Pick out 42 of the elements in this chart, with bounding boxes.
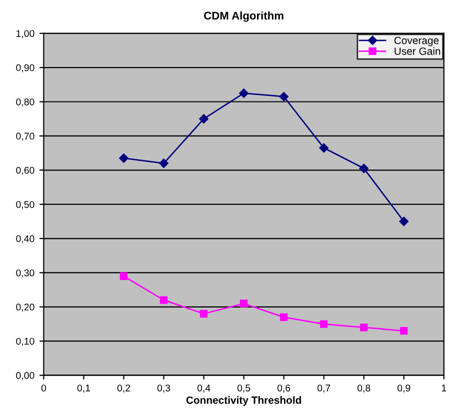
x-tick-label: 0,3 <box>157 384 170 393</box>
x-tick-label: 0,5 <box>237 384 250 393</box>
x-tick-label: 0,9 <box>398 384 410 393</box>
legend-label: Coverage <box>394 36 439 46</box>
y-tick-label: 0,20 <box>16 304 34 312</box>
point <box>239 88 248 98</box>
y-tick-label: 0,70 <box>16 132 34 141</box>
y-tick-label: 0,40 <box>16 235 34 244</box>
point <box>279 92 288 102</box>
y-tick-label: 0,00 <box>16 372 34 380</box>
point <box>119 154 128 163</box>
point <box>200 310 208 318</box>
point <box>359 164 368 174</box>
x-tick-label: 0,4 <box>197 384 210 393</box>
x-tick-label: 0,7 <box>317 384 330 393</box>
x-axis-title: Connectivity Threshold <box>186 396 301 406</box>
x-tick-label: 0,2 <box>117 384 130 393</box>
y-tick-label: 0,30 <box>16 269 34 278</box>
x-tick-label: 0,8 <box>357 384 370 393</box>
y-tick-label: 0,80 <box>16 98 34 107</box>
point <box>240 300 248 308</box>
point <box>199 114 208 124</box>
x-tick-label: 1 <box>442 384 446 392</box>
x-tick-label: 0,6 <box>277 384 290 393</box>
x-tick-label: 0,1 <box>77 384 90 393</box>
y-tick-label: 0,10 <box>16 338 34 346</box>
point <box>160 296 168 304</box>
y-tick-label: 1,00 <box>16 30 34 38</box>
point <box>399 216 409 226</box>
point <box>360 324 368 332</box>
point <box>120 272 128 280</box>
y-tick-label: 0,60 <box>16 166 34 175</box>
point <box>400 327 408 335</box>
point <box>159 158 168 168</box>
y-tick-label: 0,50 <box>16 201 34 210</box>
point <box>319 143 328 153</box>
y-tick-label: 0,90 <box>16 64 34 72</box>
chart-title: CDM Algorithm <box>204 11 284 22</box>
legend-label: User Gain <box>394 47 440 55</box>
point <box>320 320 328 328</box>
x-tick-label: 0 <box>41 384 46 392</box>
point <box>280 313 288 321</box>
